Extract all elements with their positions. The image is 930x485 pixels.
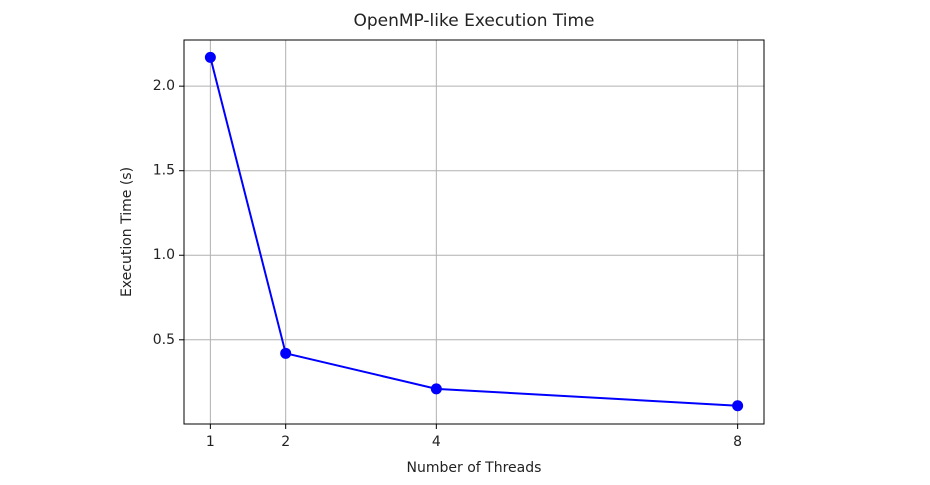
data-point: [732, 400, 744, 412]
data-point: [204, 51, 216, 63]
x-axis-label: Number of Threads: [407, 460, 542, 476]
data-point: [280, 347, 292, 359]
data-point: [430, 383, 442, 395]
x-tick-label: 1: [206, 434, 215, 450]
y-tick-label: 2.0: [153, 78, 175, 94]
series-line: [209, 57, 738, 407]
x-tick-label: 2: [281, 434, 290, 450]
x-tick-label: 8: [733, 434, 742, 450]
y-axis-label: Execution Time (s): [119, 167, 135, 297]
x-tick-label: 4: [432, 434, 441, 450]
plot-frame: [183, 39, 765, 425]
y-tick-label: 1.0: [153, 247, 175, 263]
y-tick-label: 1.5: [153, 163, 175, 179]
y-tick-label: 0.5: [153, 332, 175, 348]
chart-title: OpenMP-like Execution Time: [353, 11, 594, 31]
